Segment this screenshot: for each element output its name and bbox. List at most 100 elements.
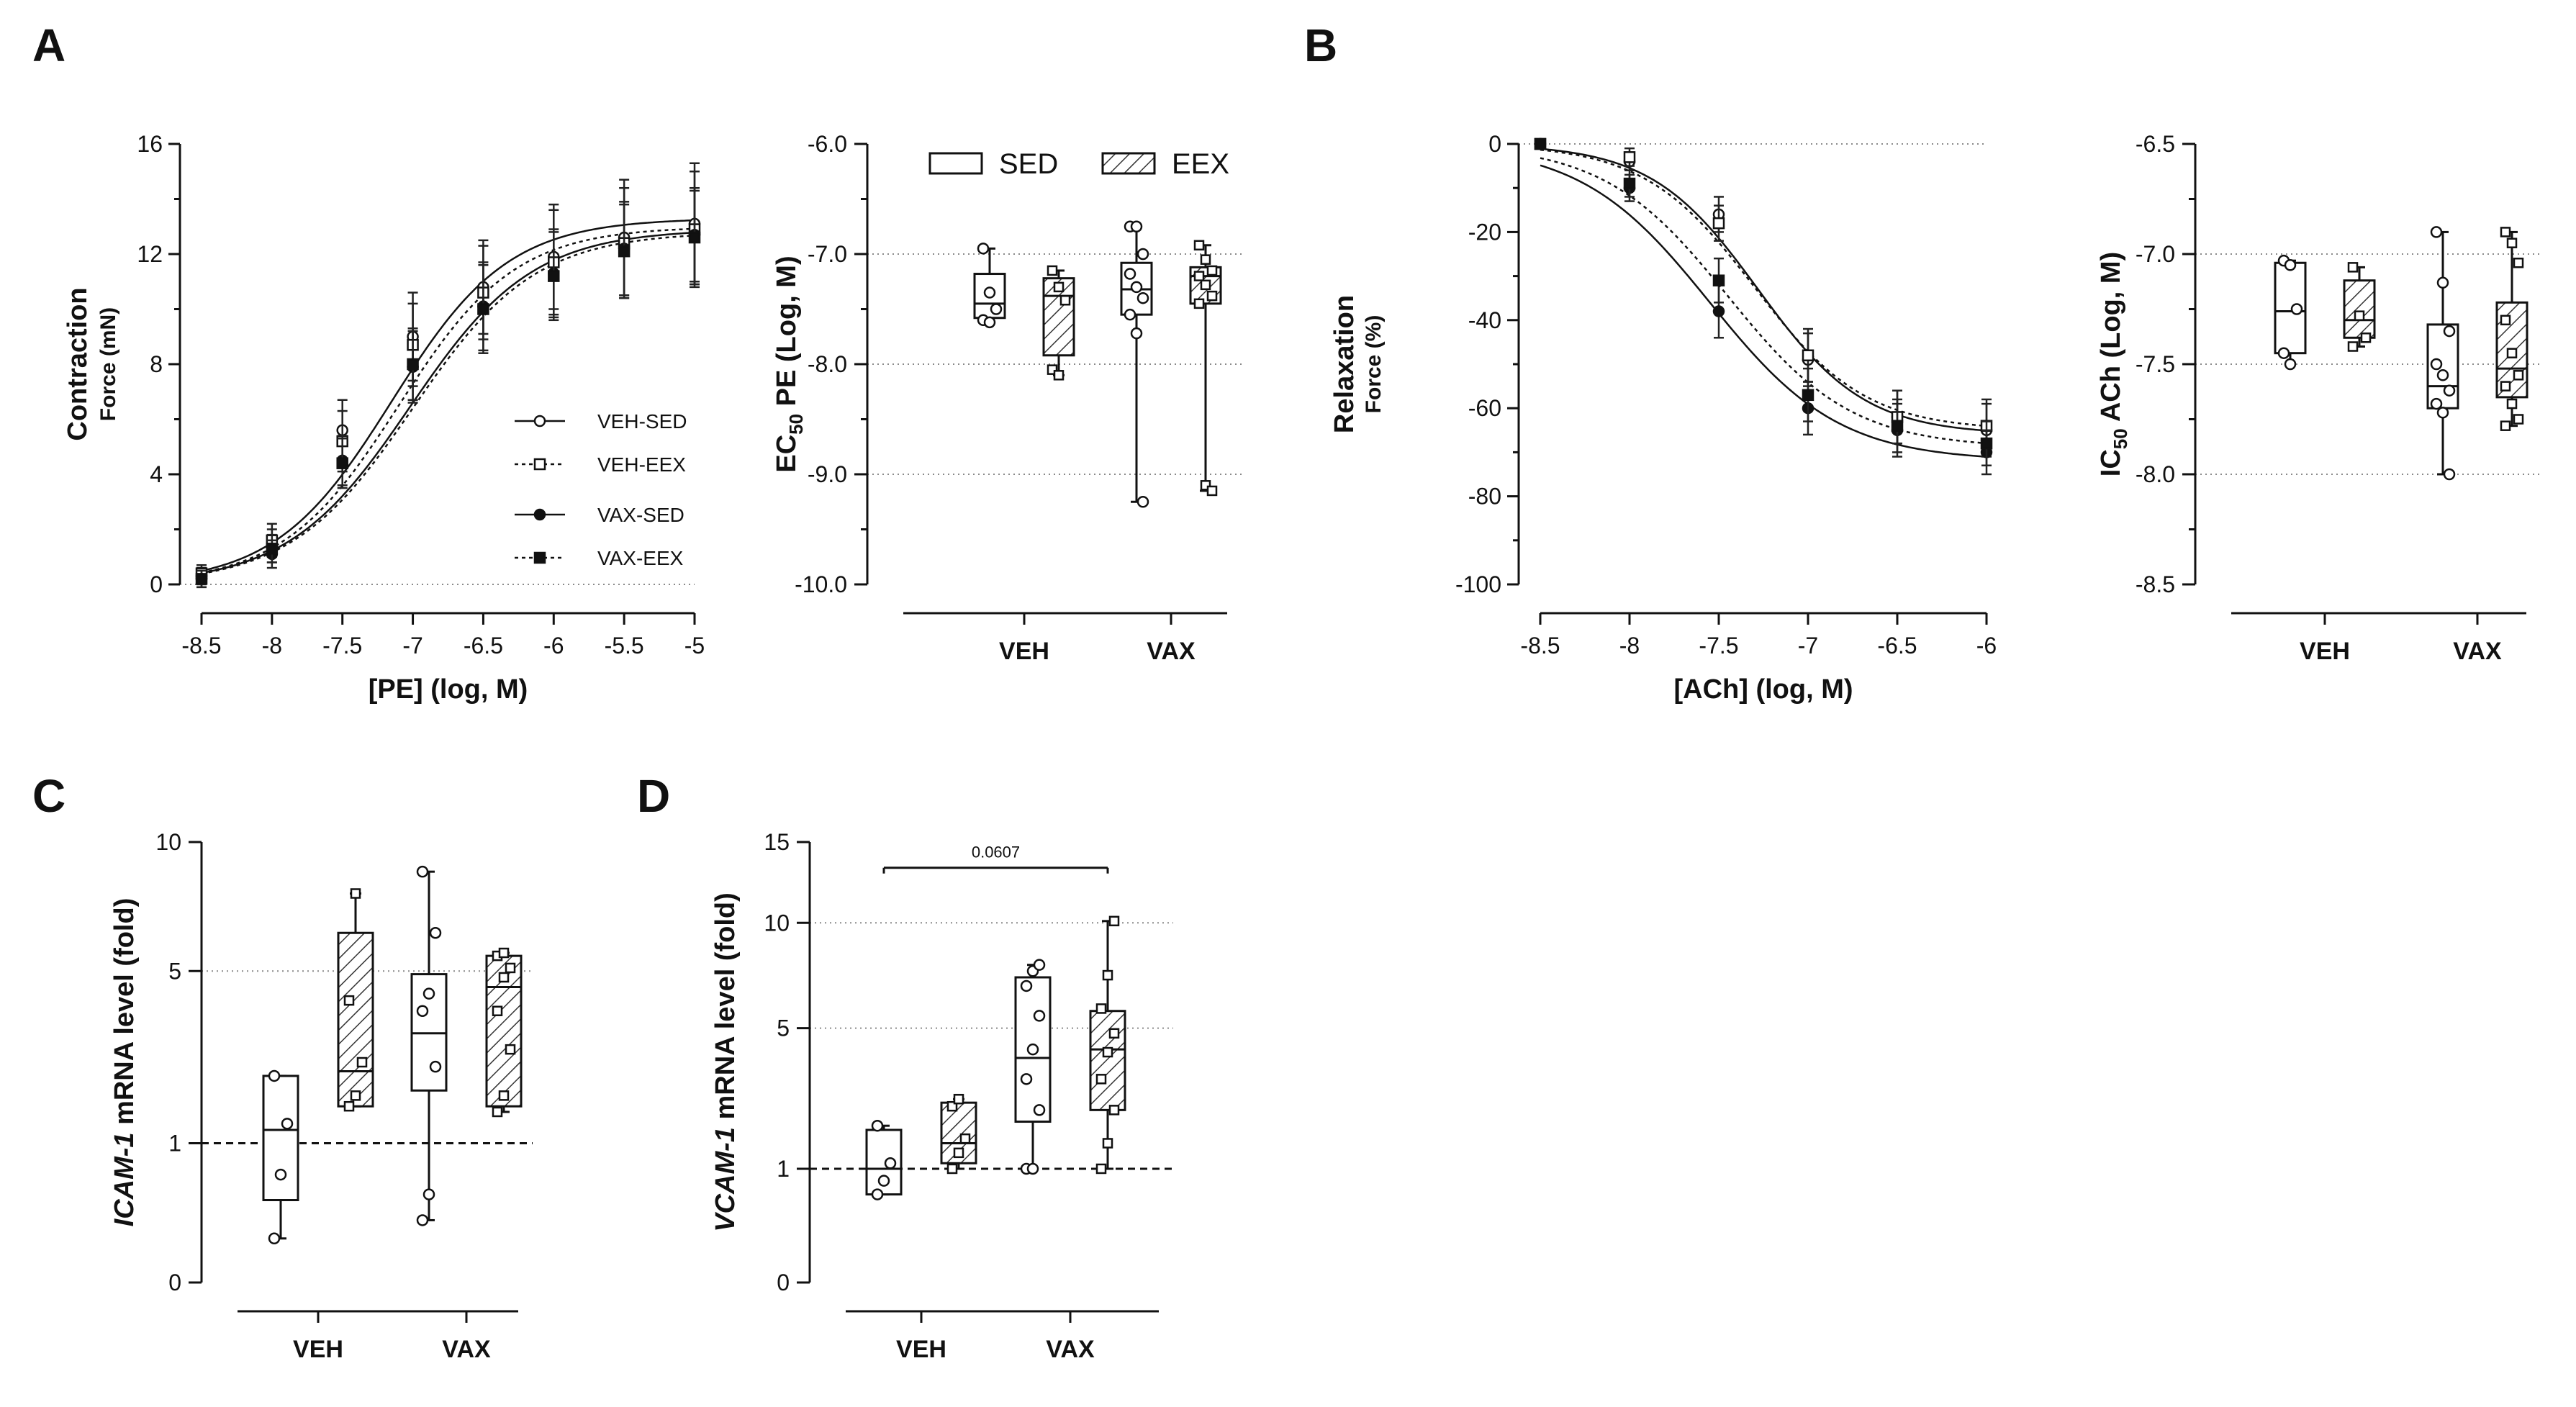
y-tick-label: -20 <box>1468 219 1501 245</box>
chart-ic50-ach: -6.5 -7.0 -7.5 -8.0 -8.5 VEH VAX IC50 ACh (Log,… <box>2096 131 2541 665</box>
y-axis-title: Contraction <box>63 287 93 440</box>
data-point <box>1095 1163 1107 1175</box>
y-tick-label: 12 <box>137 241 163 267</box>
y-axis-title-part: ACh (Log, M) <box>2096 252 2126 429</box>
data-point <box>1033 959 1046 971</box>
box-vax-eex <box>485 947 523 1118</box>
y-tick-label: -10.0 <box>795 571 847 597</box>
fit-curve-veh-sed <box>1540 148 1987 432</box>
data-point <box>2443 384 2456 397</box>
data-point <box>2506 237 2518 248</box>
y-axis-title: IC50 ACh (Log, M) <box>2096 252 2131 476</box>
data-point <box>2290 303 2303 315</box>
category-label: VEH <box>2300 638 2350 665</box>
data-point <box>356 1057 368 1068</box>
data-point <box>1193 271 1205 281</box>
y-axis-title-part: mRNA level (fold) <box>710 892 741 1127</box>
data-point <box>2500 227 2511 237</box>
data-point <box>492 1005 503 1016</box>
data-point <box>1053 281 1065 293</box>
y-tick-label: 8 <box>150 351 163 377</box>
data-point <box>1200 279 1211 291</box>
category-label: VEH <box>896 1336 946 1363</box>
data-point <box>429 926 442 939</box>
box-veh-sed <box>973 243 1006 329</box>
data-point-vax-eex <box>195 573 208 585</box>
data-point-vax-eex <box>407 358 419 371</box>
data-point <box>350 1090 361 1101</box>
x-tick-label: -6.5 <box>1877 633 1917 659</box>
data-point <box>281 1118 294 1130</box>
panel-letter-a: A <box>32 19 65 71</box>
data-point <box>1059 295 1071 306</box>
data-point <box>1124 268 1136 280</box>
data-point <box>1130 281 1143 294</box>
data-point <box>2284 259 2297 271</box>
y-tick-label: 10 <box>764 910 790 936</box>
x-tick-label: -5 <box>684 633 705 659</box>
y-axis-title: VCAM-1 mRNA level (fold) <box>710 892 741 1232</box>
y-tick-label: 1 <box>168 1130 181 1156</box>
data-point-vax-eex <box>618 245 631 258</box>
data-point <box>990 303 1003 315</box>
chart-pe-contraction: 0 4 8 12 16 -8.5 -8 -7.5 -7 -6.5 -6 -5.5 -5 [PE] (log… <box>63 131 705 705</box>
y-tick-label: 0 <box>150 571 163 597</box>
data-point <box>1108 1105 1120 1116</box>
data-point <box>2347 341 2359 352</box>
box-veh-sed <box>2274 254 2307 371</box>
data-point-vax-eex <box>1534 137 1547 150</box>
y-axis-title-gene: ICAM-1 <box>109 1132 140 1226</box>
data-point <box>877 1175 890 1187</box>
significance-pvalue: 0.0607 <box>972 843 1020 861</box>
x-tick-label: -8 <box>262 633 282 659</box>
data-point-veh-eex <box>1623 151 1636 163</box>
data-point <box>1124 308 1136 321</box>
x-axis-title: [PE] (log, M) <box>369 674 528 705</box>
y-tick-label: -7.0 <box>2136 241 2175 267</box>
y-tick-label: -80 <box>1468 484 1501 510</box>
category-label: VAX <box>442 1336 491 1363</box>
y-tick-label: -9.0 <box>808 461 847 487</box>
data-point <box>2277 347 2290 359</box>
data-point <box>1193 240 1205 251</box>
panel-letter-b: B <box>1304 19 1337 71</box>
x-axis-title: [ACh] (log, M) <box>1673 674 1853 705</box>
data-point <box>1020 1073 1033 1085</box>
data-point <box>274 1168 287 1181</box>
box-body <box>1089 1010 1126 1111</box>
data-point <box>953 1093 964 1105</box>
data-point <box>1193 298 1205 309</box>
data-point <box>2430 358 2443 371</box>
x-tick-label: -6 <box>543 633 564 659</box>
data-point <box>2443 468 2456 481</box>
y-axis-title-subscript: 50 <box>2110 428 2131 449</box>
data-point <box>268 1069 281 1082</box>
y-tick-label: 0 <box>777 1270 790 1295</box>
y-tick-label: -7.0 <box>808 241 847 267</box>
y-tick-label: 1 <box>777 1156 790 1182</box>
y-tick-label: -40 <box>1468 307 1501 333</box>
data-point <box>2506 398 2518 410</box>
y-axis-title-part: mRNA level (fold) <box>109 898 140 1133</box>
data-point <box>422 987 435 1000</box>
box-veh-eex <box>2343 262 2376 352</box>
box-body <box>337 931 374 1108</box>
data-point <box>2436 369 2449 381</box>
y-tick-label: -100 <box>1455 571 1501 597</box>
data-point <box>268 1232 281 1245</box>
legend-marker <box>533 551 546 564</box>
y-tick-label: -8.0 <box>2136 461 2175 487</box>
data-point <box>1130 220 1143 232</box>
x-tick-label: -8.5 <box>1520 633 1560 659</box>
data-point-vax-eex <box>1802 389 1815 402</box>
panel-letter-c: C <box>32 770 65 822</box>
box-veh-eex <box>337 888 374 1112</box>
legend-marker <box>533 458 546 471</box>
legend-label: VAX-SED <box>597 504 684 526</box>
data-point <box>422 1188 435 1200</box>
data-point <box>1102 1046 1113 1058</box>
y-axis-subtitle: Force (%) <box>1362 315 1386 414</box>
data-point <box>492 1106 503 1118</box>
data-point <box>1206 485 1218 497</box>
